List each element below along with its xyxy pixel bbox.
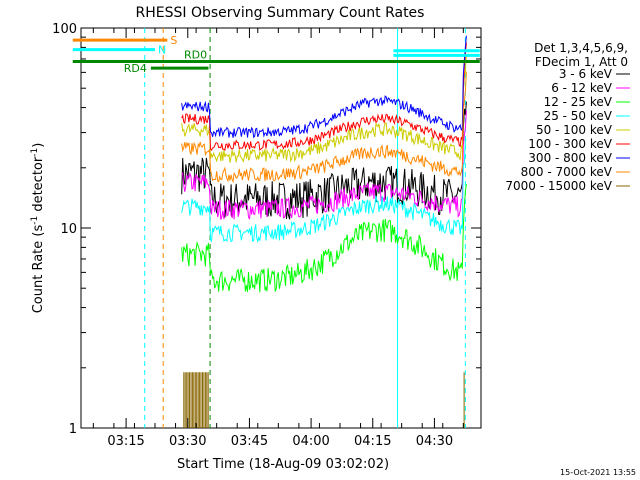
legend-label-8: 7000 - 15000 keV <box>505 179 612 193</box>
flag-label-0: S <box>170 34 177 47</box>
legend-header-line-1: Det 1,3,4,5,6,9, <box>534 41 628 55</box>
timestamp: 15-Oct-2021 13:55 <box>560 468 636 477</box>
legend-header-line-2: FDecim 1, Att 0 <box>535 55 628 69</box>
legend-label-0: 3 - 6 keV <box>559 67 613 81</box>
x-tick-label-2: 03:45 <box>231 434 268 449</box>
y-tick-label-2: 100 <box>52 22 77 37</box>
series-5-line <box>181 42 467 152</box>
x-tick-label-5: 04:30 <box>416 434 453 449</box>
series-3-line <box>181 137 467 244</box>
y-axis-label: Count Rate (s-1 detector-1) <box>30 143 46 314</box>
flag-label-1: N <box>158 44 166 57</box>
series-4-line <box>181 55 467 163</box>
x-tick-label-0: 03:15 <box>107 434 144 449</box>
x-tick-label-1: 03:30 <box>169 434 206 449</box>
series-7-line <box>181 71 467 184</box>
legend-label-1: 6 - 12 keV <box>551 81 613 95</box>
legend-label-3: 25 - 50 keV <box>544 109 613 123</box>
series-8-line <box>183 372 465 428</box>
x-tick-label-3: 04:00 <box>292 434 329 449</box>
plot-area: SN RD0 RD4 <box>72 27 482 429</box>
legend-label-2: 12 - 25 keV <box>544 95 613 109</box>
legend-label-4: 50 - 100 keV <box>536 123 613 137</box>
x-tick-label-4: 04:15 <box>354 434 391 449</box>
x-axis-label: Start Time (18-Aug-09 03:02:02) <box>177 457 389 472</box>
legend-label-5: 100 - 300 keV <box>528 137 612 151</box>
flag-label-2: RD0 <box>184 48 207 61</box>
series-6-line <box>181 35 467 139</box>
series-1-line <box>181 110 467 220</box>
series-2-line <box>181 184 467 293</box>
legend: Det 1,3,4,5,6,9, FDecim 1, Att 0 3 - 6 k… <box>505 41 630 193</box>
y-tick-label-0: 1 <box>69 422 77 437</box>
y-tick-label-1: 10 <box>60 222 77 237</box>
chart-title: RHESSI Observing Summary Count Rates <box>136 5 425 21</box>
legend-label-7: 800 - 7000 keV <box>521 165 613 179</box>
legend-label-6: 300 - 800 keV <box>528 151 612 165</box>
flag-label-3: RD4 <box>124 62 147 75</box>
